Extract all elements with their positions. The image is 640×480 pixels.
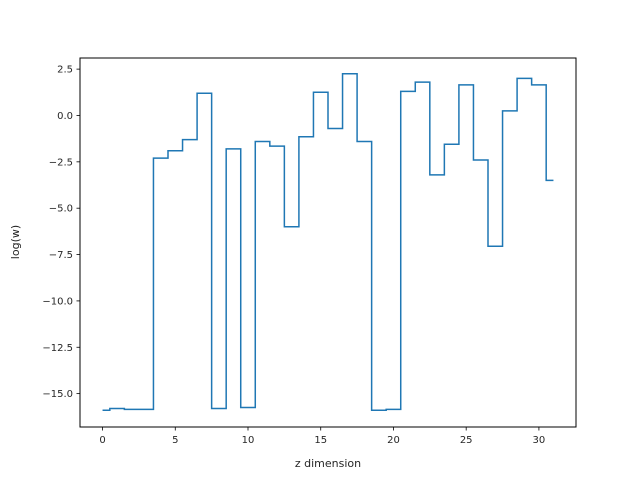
y-tick-label: −12.5	[42, 343, 73, 354]
x-tick-label: 5	[172, 435, 178, 446]
x-tick-label: 15	[314, 435, 327, 446]
x-tick-label: 0	[99, 435, 105, 446]
y-axis-label: log(w)	[9, 225, 22, 259]
y-tick-label: 0.0	[57, 111, 73, 122]
x-axis-label: z dimension	[295, 457, 361, 470]
x-tick-label: 25	[460, 435, 473, 446]
x-tick-label: 10	[242, 435, 255, 446]
y-tick-label: 2.5	[57, 65, 73, 76]
y-tick-label: −5.0	[49, 204, 73, 215]
y-tick-label: −10.0	[42, 296, 73, 307]
x-tick-label: 20	[387, 435, 400, 446]
plot-frame	[79, 57, 577, 428]
y-tick-label: −2.5	[49, 157, 73, 168]
series-line-0	[102, 73, 554, 412]
y-tick-label: −7.5	[49, 250, 73, 261]
y-tick-label: −15.0	[42, 389, 73, 400]
x-tick-label: 30	[533, 435, 546, 446]
